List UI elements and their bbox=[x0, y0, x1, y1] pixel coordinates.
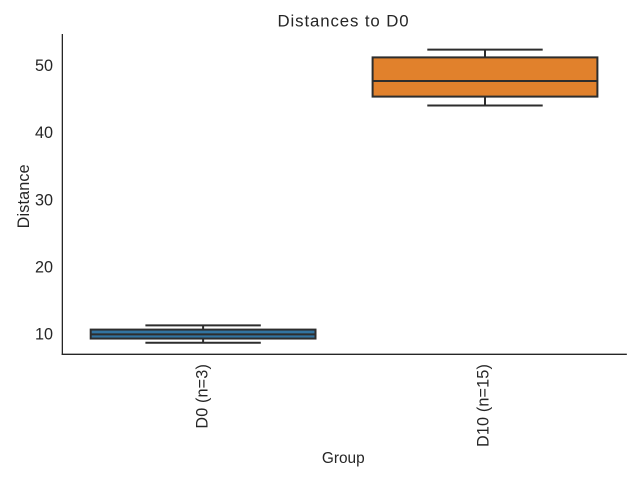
svg-text:Group: Group bbox=[322, 450, 365, 467]
svg-text:Distances to D0: Distances to D0 bbox=[278, 12, 410, 31]
svg-text:D10 (n=15): D10 (n=15) bbox=[475, 364, 493, 447]
svg-text:Distance: Distance bbox=[15, 164, 33, 228]
svg-text:20: 20 bbox=[35, 259, 53, 277]
svg-text:D0 (n=3): D0 (n=3) bbox=[194, 364, 212, 429]
svg-text:30: 30 bbox=[35, 191, 53, 209]
svg-text:50: 50 bbox=[35, 57, 53, 75]
svg-text:10: 10 bbox=[35, 326, 53, 344]
svg-text:40: 40 bbox=[35, 124, 53, 142]
